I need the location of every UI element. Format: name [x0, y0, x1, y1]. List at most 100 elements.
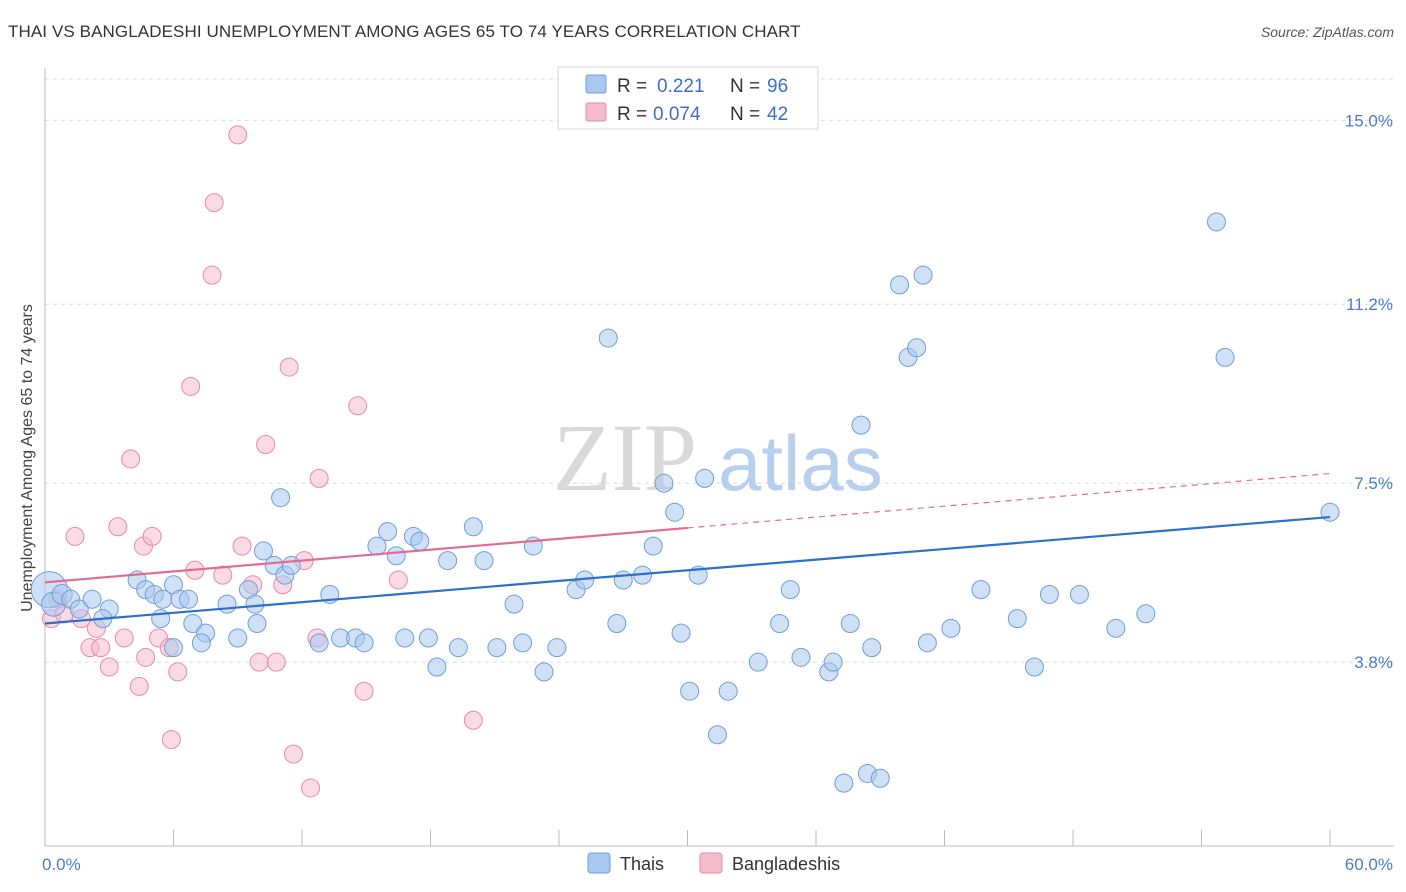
legend-n-value-thai: 96: [767, 76, 788, 97]
thai-point: [448, 638, 468, 658]
thai-point: [245, 594, 265, 614]
thai-point: [309, 633, 329, 653]
watermark-zip: ZIP: [553, 404, 697, 511]
chart-title: THAI VS BANGLADESHI UNEMPLOYMENT AMONG A…: [8, 22, 801, 41]
thai-point: [191, 633, 211, 653]
legend-swatch-thai: [585, 74, 607, 94]
legend: R = 0.221 N = 96 R = 0.074 N = 42: [557, 66, 819, 130]
thai-point: [1039, 584, 1059, 604]
thai-point: [547, 638, 567, 658]
bangladeshi-point: [65, 526, 85, 546]
x-tick-label: 0.0%: [42, 855, 81, 874]
thai-point: [228, 628, 248, 648]
thai-point: [791, 647, 811, 667]
thai-point: [438, 551, 458, 571]
bangladeshi-point: [354, 681, 374, 701]
thai-point: [82, 589, 102, 609]
y-tick-label: 7.5%: [1354, 474, 1393, 493]
thai-point: [534, 662, 554, 682]
legend-r-label-bangladeshi: R =: [617, 104, 647, 125]
bangladeshi-point: [161, 730, 181, 750]
thai-point: [395, 628, 415, 648]
thai-point: [378, 522, 398, 542]
thai-point: [971, 580, 991, 600]
thai-point: [386, 546, 406, 566]
thai-point: [862, 638, 882, 658]
thai-point: [941, 618, 961, 638]
thai-point: [1069, 584, 1089, 604]
thai-point: [654, 473, 674, 493]
bangladeshi-trend-line-extension: [687, 472, 1331, 529]
thai-point: [69, 599, 89, 619]
legend-r-value-thai: 0.221: [657, 76, 705, 97]
thai-point: [1206, 212, 1226, 232]
bangladeshi-point: [129, 676, 149, 696]
thai-point: [671, 623, 691, 643]
thai-point: [695, 468, 715, 488]
bangladeshi-point: [142, 526, 162, 546]
thai-point: [851, 415, 871, 435]
x-tick-labels: 0.0% 60.0%: [42, 855, 1393, 874]
thai-point: [598, 328, 618, 348]
watermark-atlas: atlas: [718, 419, 883, 507]
bangladeshi-point: [283, 744, 303, 764]
thai-point: [1136, 604, 1156, 624]
bangladeshi-point: [213, 565, 233, 585]
thai-point: [217, 594, 237, 614]
x-tick-label: 60.0%: [1345, 855, 1393, 874]
thai-point: [247, 613, 267, 633]
bangladeshi-point: [202, 265, 222, 285]
legend-r-label-thai: R =: [617, 76, 647, 97]
thai-point: [680, 681, 700, 701]
thai-point: [707, 725, 727, 745]
bangladeshi-point: [181, 376, 201, 396]
thai-point: [410, 531, 430, 551]
y-tick-label: 15.0%: [1345, 111, 1393, 130]
y-tick-labels: 3.8% 7.5% 11.2% 15.0%: [1345, 111, 1393, 672]
thai-point: [504, 594, 524, 614]
thai-point: [271, 488, 291, 508]
trend-lines: [44, 472, 1331, 625]
thai-point: [607, 613, 627, 633]
bangladeshi-point: [232, 536, 252, 556]
thai-point: [253, 541, 273, 561]
thai-point: [917, 633, 937, 653]
grid-lines: [45, 78, 1394, 663]
bangladeshi-point: [168, 662, 188, 682]
bangladeshi-trend-line: [44, 526, 688, 584]
bangladeshi-point: [228, 125, 248, 145]
legend-n-label-bangladeshi: N =: [730, 104, 760, 125]
thai-point: [354, 633, 374, 653]
thai-point: [474, 551, 494, 571]
thai-point: [823, 652, 843, 672]
bottom-legend-label-bangladeshi: Bangladeshis: [732, 854, 840, 874]
thai-point: [780, 580, 800, 600]
bangladeshi-point: [108, 517, 128, 537]
thai-point: [840, 613, 860, 633]
bangladeshi-point: [279, 357, 299, 377]
bangladeshi-point: [309, 468, 329, 488]
thai-point: [1024, 657, 1044, 677]
thai-point: [913, 265, 933, 285]
bottom-legend-label-thai: Thais: [620, 854, 664, 874]
thai-point: [643, 536, 663, 556]
thai-point: [427, 657, 447, 677]
thai-trend-line: [44, 515, 1331, 625]
bangladeshi-point: [91, 638, 111, 658]
y-tick-label: 11.2%: [1346, 295, 1393, 314]
thai-point: [281, 555, 301, 575]
thai-point: [1007, 609, 1027, 629]
thai-point: [834, 773, 854, 793]
thai-point: [770, 613, 790, 633]
thai-point: [418, 628, 438, 648]
bangladeshi-point: [121, 449, 141, 469]
legend-r-value-bangladeshi: 0.074: [653, 104, 701, 125]
watermark: ZIP atlas: [553, 404, 883, 511]
bangladeshi-point: [301, 778, 321, 798]
thai-point: [513, 633, 533, 653]
thai-point: [1215, 347, 1235, 367]
thai-point: [718, 681, 738, 701]
thai-point: [178, 589, 198, 609]
bangladeshi-point: [114, 628, 134, 648]
